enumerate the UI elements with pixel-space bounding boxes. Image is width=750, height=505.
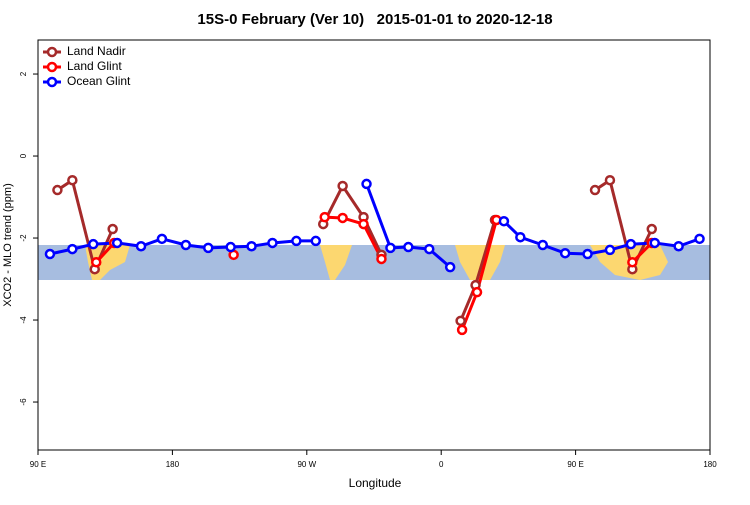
point bbox=[424, 243, 435, 255]
point bbox=[403, 241, 414, 253]
point bbox=[646, 223, 658, 235]
x-tick-label: 180 bbox=[703, 460, 717, 469]
point bbox=[627, 256, 638, 268]
point bbox=[376, 253, 387, 265]
y-tick-label: -6 bbox=[19, 398, 28, 406]
legend-label: Land Nadir bbox=[67, 44, 126, 58]
point bbox=[67, 243, 78, 255]
point bbox=[582, 248, 593, 260]
point bbox=[515, 231, 526, 243]
point bbox=[107, 223, 118, 235]
point bbox=[444, 261, 456, 273]
chart-title: 15S-0 February (Ver 10) 2015-01-01 to 20… bbox=[197, 11, 552, 28]
point bbox=[111, 237, 123, 249]
point bbox=[537, 239, 548, 251]
point bbox=[358, 218, 369, 230]
point bbox=[673, 240, 684, 252]
x-tick-label: 90 E bbox=[30, 460, 46, 469]
point bbox=[310, 235, 322, 247]
point bbox=[88, 238, 99, 250]
series-line bbox=[95, 215, 653, 331]
point bbox=[135, 240, 147, 252]
point bbox=[694, 233, 705, 245]
legend-marker bbox=[46, 76, 58, 88]
x-tick-label: 90 E bbox=[567, 460, 583, 469]
point bbox=[180, 239, 192, 251]
y-tick-label: 2 bbox=[19, 71, 28, 76]
legend-label: Land Glint bbox=[67, 59, 122, 73]
point bbox=[471, 286, 483, 298]
point bbox=[319, 211, 330, 223]
x-tick-label: 180 bbox=[166, 460, 180, 469]
point bbox=[44, 248, 56, 260]
point bbox=[455, 315, 466, 327]
plot-frame bbox=[37, 39, 711, 451]
point bbox=[52, 184, 63, 196]
y-tick-label: 0 bbox=[19, 153, 28, 158]
point bbox=[604, 174, 616, 186]
point bbox=[361, 178, 372, 190]
point bbox=[337, 212, 348, 224]
legend-marker bbox=[46, 46, 58, 58]
series-line bbox=[56, 178, 654, 322]
legend-label: Ocean Glint bbox=[67, 74, 131, 88]
point bbox=[498, 215, 510, 227]
point bbox=[202, 242, 214, 254]
point bbox=[589, 184, 601, 196]
point bbox=[604, 244, 616, 256]
point bbox=[456, 324, 468, 336]
y-tick-label: -2 bbox=[19, 234, 28, 242]
x-tick-label: 90 W bbox=[297, 460, 316, 469]
point bbox=[385, 242, 396, 254]
point bbox=[225, 241, 236, 253]
point bbox=[649, 237, 660, 249]
point bbox=[337, 180, 348, 192]
point bbox=[156, 233, 168, 245]
point bbox=[625, 238, 637, 250]
point bbox=[67, 174, 78, 186]
x-axis-label: Longitude bbox=[349, 476, 402, 490]
y-axis-label: XCO2 - MLO trend (ppm) bbox=[2, 183, 14, 306]
point bbox=[90, 256, 102, 268]
y-tick-label: -4 bbox=[19, 316, 28, 324]
point bbox=[291, 235, 302, 247]
x-tick-label: 0 bbox=[439, 460, 444, 469]
legend-marker bbox=[46, 61, 58, 73]
point bbox=[246, 240, 257, 252]
land-shape bbox=[320, 245, 352, 280]
point bbox=[559, 247, 571, 259]
point bbox=[267, 237, 278, 249]
land-shape bbox=[455, 245, 505, 280]
